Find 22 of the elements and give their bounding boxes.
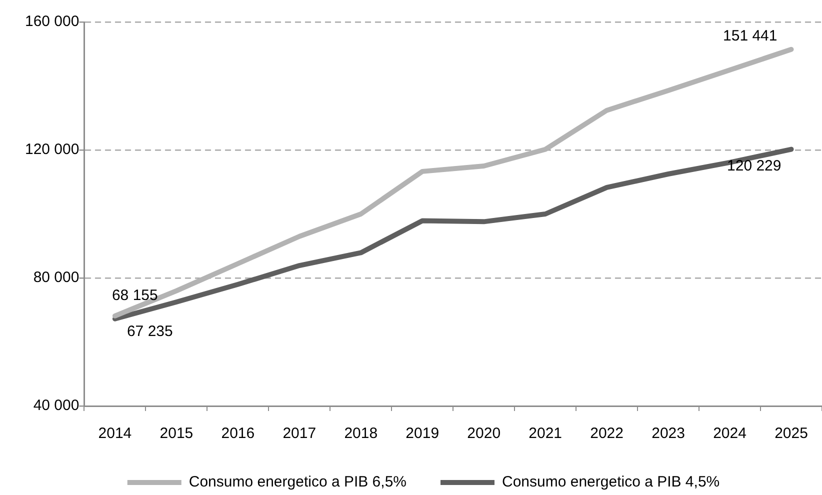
data-label: 151 441: [723, 28, 778, 45]
data-label: 68 155: [112, 287, 158, 304]
y-tick-label: 40 000: [33, 397, 80, 414]
legend-label: Consumo energetico a PIB 6,5%: [188, 474, 406, 491]
x-tick-label: 2024: [713, 425, 746, 442]
x-tick-label: 2025: [774, 425, 808, 442]
data-label: 120 229: [727, 157, 782, 174]
y-tick-label: 120 000: [24, 141, 80, 158]
x-tick-label: 2015: [160, 425, 194, 442]
legend-label: Consumo energetico a PIB 4,5%: [502, 474, 720, 491]
y-tick-label: 160 000: [24, 13, 80, 30]
x-tick-label: 2022: [590, 425, 624, 442]
x-tick-label: 2016: [221, 425, 255, 442]
x-tick-label: 2017: [282, 425, 316, 442]
x-tick-label: 2020: [467, 425, 501, 442]
x-tick-label: 2021: [528, 425, 562, 442]
x-tick-label: 2019: [406, 425, 440, 442]
x-tick-label: 2023: [652, 425, 685, 442]
x-tick-label: 2018: [344, 425, 378, 442]
y-tick-label: 80 000: [33, 269, 80, 286]
data-label: 67 235: [126, 322, 173, 340]
x-tick-label: 2014: [98, 425, 132, 442]
